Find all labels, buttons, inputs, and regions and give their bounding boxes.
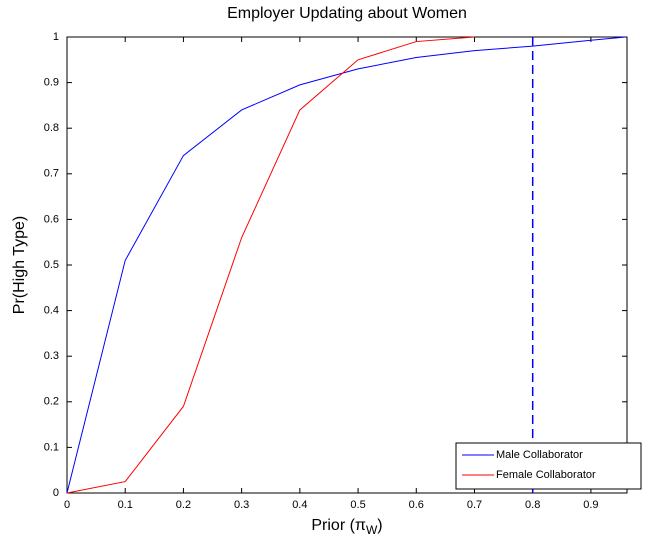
series-line	[66, 36, 626, 494]
x-label-end: )	[377, 517, 382, 534]
y-tick-label: 0.8	[44, 122, 59, 134]
x-tick-label: 0.1	[118, 499, 133, 511]
x-tick-label: 0.2	[176, 499, 191, 511]
x-tick-label: 0.5	[350, 499, 365, 511]
y-tick-label: 1	[53, 31, 59, 43]
x-tick-label: 0.9	[583, 499, 598, 511]
y-tick-label: 0	[53, 487, 59, 499]
y-tick-label: 0.1	[44, 441, 59, 453]
x-label-sub: W	[366, 523, 378, 537]
y-tick-label: 0.3	[44, 350, 59, 362]
series-line	[66, 36, 475, 494]
x-tick-label: 0.8	[525, 499, 540, 511]
y-tick-label: 0.9	[44, 77, 59, 89]
x-tick-label: 0.4	[292, 499, 307, 511]
x-tick-label: 0	[64, 499, 70, 511]
x-tick-label: 0.7	[467, 499, 482, 511]
y-tick-label: 0.4	[44, 305, 59, 317]
y-tick-label: 0.6	[44, 213, 59, 225]
plot-area	[66, 36, 628, 494]
x-axis-label: Prior (πW)	[311, 517, 382, 537]
chart-title: Employer Updating about Women	[227, 5, 467, 22]
y-tick-label: 0.7	[44, 168, 59, 180]
legend-box	[455, 442, 642, 490]
legend-label: Female Collaborator	[496, 469, 596, 481]
x-tick-label: 0.6	[409, 499, 424, 511]
x-label-main: Prior (π	[311, 517, 366, 534]
y-tick-label: 0.5	[44, 259, 59, 271]
x-tick-label: 0.3	[234, 499, 249, 511]
y-axis-label: Pr(High Type)	[11, 216, 28, 314]
y-tick-label: 0.2	[44, 396, 59, 408]
legend-label: Male Collaborator	[496, 449, 583, 461]
